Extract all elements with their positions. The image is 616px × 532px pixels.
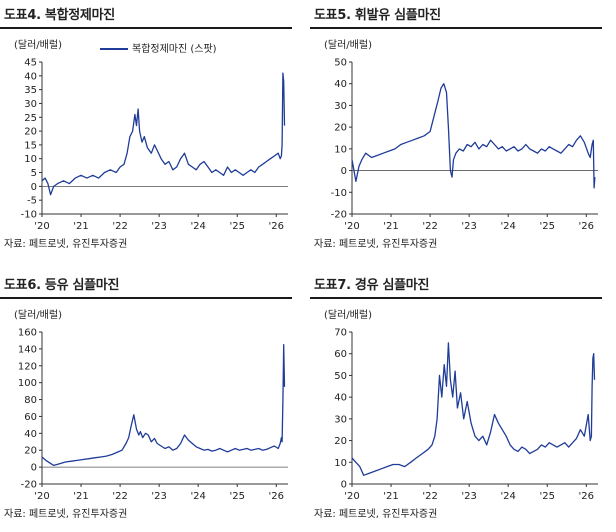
y-tick-label: 40 (24, 71, 37, 82)
y-tick-label: 120 (18, 361, 37, 372)
y-axis-label: (달러/배럴) (14, 308, 62, 321)
y-tick-label: 10 (334, 458, 347, 469)
x-tick-label: '21 (383, 491, 398, 502)
source-note: 자료: 페트로넷, 유진투자증권 (314, 239, 438, 250)
chart-panel-diesel-margin: 도표7. 경유 심플마진 (달러/배럴) 0 10 20 30 40 50 60 70 '20 '2… (310, 270, 610, 532)
x-tick-label: '21 (383, 221, 398, 232)
y-tick-label: 45 (24, 58, 37, 69)
y-tick-label: 30 (24, 99, 37, 110)
x-tick-label: '20 (344, 491, 359, 502)
y-tick-label: 30 (334, 101, 347, 112)
y-tick-label: 40 (334, 393, 347, 404)
y-tick-label: 15 (24, 140, 37, 151)
y-tick-label: 50 (334, 371, 347, 382)
x-tick-label: '23 (151, 491, 166, 502)
chart-panel-gasoline-margin: 도표5. 휘발유 심플마진 (달러/배럴) -20 -10 0 10 20 30 40 50 '2… (310, 0, 610, 262)
chart-title: 도표5. 휘발유 심플마진 (314, 8, 441, 23)
y-tick-label: 10 (334, 144, 347, 155)
x-tick-label: '23 (151, 221, 166, 232)
x-tick-label: '22 (112, 221, 127, 232)
line-chart: (달러/배럴) -20 0 20 40 60 80 100 120 140 160 '20 '21 '22… (14, 308, 288, 502)
series-line (351, 342, 596, 476)
x-tick-label: '25 (539, 221, 554, 232)
y-tick-label: -20 (21, 480, 37, 491)
x-tick-label: '24 (500, 221, 515, 232)
y-tick-label: 40 (24, 429, 37, 440)
x-tick-label: '22 (112, 491, 127, 502)
y-tick-label: 40 (334, 79, 347, 90)
y-tick-label: -5 (27, 196, 37, 207)
y-axis-label: (달러/배럴) (14, 38, 62, 51)
y-tick-label: 30 (334, 414, 347, 425)
y-tick-label: 20 (334, 436, 347, 447)
y-tick-label: 20 (24, 446, 37, 457)
x-tick-label: '26 (579, 221, 594, 232)
y-tick-label: -10 (21, 210, 37, 221)
x-tick-label: '26 (269, 221, 284, 232)
line-chart: (달러/배럴) -20 -10 0 10 20 30 40 50 '20 '21 '22 '23 '24 '… (324, 38, 598, 232)
y-tick-label: 10 (24, 154, 37, 165)
title-rule (310, 27, 602, 29)
x-tick-label: '25 (229, 221, 244, 232)
source-note: 자료: 페트로넷, 유진투자증권 (4, 239, 128, 250)
x-tick-label: '23 (461, 221, 476, 232)
y-tick-label: 50 (334, 58, 347, 69)
x-tick-label: '26 (579, 491, 594, 502)
series-line (351, 83, 596, 189)
y-tick-label: 25 (24, 113, 37, 124)
source-note: 자료: 페트로넷, 유진투자증권 (4, 509, 128, 520)
x-tick-label: '21 (73, 221, 88, 232)
y-tick-label: 0 (341, 166, 347, 177)
x-tick-label: '24 (190, 221, 205, 232)
y-tick-label: 5 (31, 168, 37, 179)
chart-title: 도표4. 복합정제마진 (4, 8, 115, 23)
title-rule (0, 297, 292, 299)
y-tick-label: 100 (18, 378, 37, 389)
x-tick-label: '20 (344, 221, 359, 232)
x-tick-label: '22 (422, 221, 437, 232)
line-chart: (달러/배럴) 복합정제마진 (스팟) -10 -5 0 5 10 15 20 25 30 35 40 4… (14, 38, 288, 232)
y-tick-label: 60 (334, 349, 347, 360)
y-tick-label: 0 (341, 480, 347, 491)
y-tick-label: 140 (18, 344, 37, 355)
series-line (41, 72, 286, 196)
y-axis-label: (달러/배럴) (324, 308, 372, 321)
x-tick-label: '25 (539, 491, 554, 502)
chart-panel-composite-margin: 도표4. 복합정제마진 (달러/배럴) 복합정제마진 (스팟) -10 -5 0 5 10 1… (0, 0, 300, 262)
title-rule (0, 27, 292, 29)
title-rule (310, 297, 602, 299)
series-line (41, 344, 286, 467)
y-tick-label: 80 (24, 395, 37, 406)
y-tick-label: 70 (334, 328, 347, 339)
y-tick-label: 35 (24, 85, 37, 96)
x-tick-label: '24 (500, 491, 515, 502)
y-tick-label: 0 (31, 463, 37, 474)
y-tick-label: 60 (24, 412, 37, 423)
y-tick-label: 20 (24, 127, 37, 138)
x-tick-label: '22 (422, 491, 437, 502)
y-tick-label: -20 (331, 210, 347, 221)
legend-label: 복합정제마진 (스팟) (132, 43, 217, 55)
chart-title: 도표7. 경유 심플마진 (314, 278, 430, 293)
x-tick-label: '20 (34, 491, 49, 502)
y-tick-label: 20 (334, 123, 347, 134)
y-tick-label: 0 (31, 182, 37, 193)
y-tick-label: 160 (18, 328, 37, 339)
x-tick-label: '23 (461, 491, 476, 502)
chart-title: 도표6. 등유 심플마진 (4, 278, 120, 293)
x-tick-label: '26 (269, 491, 284, 502)
y-tick-label: -10 (331, 188, 347, 199)
y-axis-label: (달러/배럴) (324, 38, 372, 51)
line-chart: (달러/배럴) 0 10 20 30 40 50 60 70 '20 '21 '22 '23 '24 '25… (324, 308, 598, 502)
x-tick-label: '25 (229, 491, 244, 502)
chart-panel-kerosene-margin: 도표6. 등유 심플마진 (달러/배럴) -20 0 20 40 60 80 100 120 14… (0, 270, 300, 532)
x-tick-label: '21 (73, 491, 88, 502)
x-tick-label: '20 (34, 221, 49, 232)
source-note: 자료: 페트로넷, 유진투자증권 (314, 509, 438, 520)
x-tick-label: '24 (190, 491, 205, 502)
